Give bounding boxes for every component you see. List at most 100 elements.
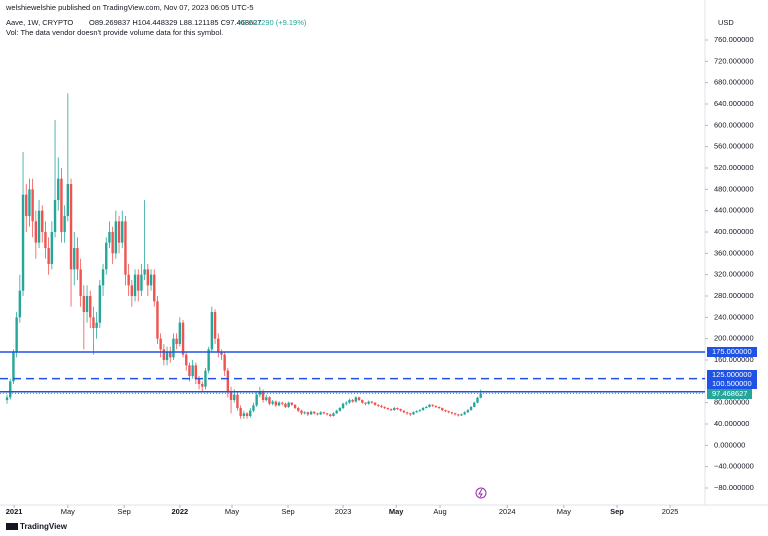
candle-body <box>396 408 399 410</box>
y-tick-label: 280.000000 <box>714 291 754 300</box>
candle-body <box>281 402 284 404</box>
y-tick-label: 360.000000 <box>714 248 754 257</box>
candle-body <box>313 411 316 414</box>
candle-body <box>44 232 47 248</box>
volume-note: Vol: The data vendor doesn't provide vol… <box>6 28 223 37</box>
x-tick-label: May <box>389 507 404 516</box>
candle-body <box>239 408 242 416</box>
candle-body <box>252 405 255 411</box>
candle-body <box>284 403 287 407</box>
candle-body <box>210 312 214 350</box>
y-tick-label: 320.000000 <box>714 270 754 279</box>
candle-body <box>217 338 220 352</box>
candle-body <box>297 408 300 411</box>
level-label: 125.000000 <box>712 370 752 379</box>
candle-body <box>85 296 89 312</box>
candle-body <box>223 354 226 371</box>
change: +8.201290 (+9.19%) <box>238 18 307 27</box>
candle-body <box>95 322 98 328</box>
candle-body <box>444 410 447 412</box>
candle-body <box>332 413 335 416</box>
candle-body <box>149 274 153 286</box>
candle-body <box>300 410 303 414</box>
candle-body <box>21 194 25 291</box>
candle-body <box>329 414 332 416</box>
candle-body <box>255 394 258 406</box>
candle-body <box>412 412 415 415</box>
candle-body <box>303 412 306 414</box>
candle-body <box>441 408 444 411</box>
candle-body <box>361 400 364 403</box>
y-tick-label: 40.000000 <box>714 419 749 428</box>
candle-body <box>268 397 271 404</box>
candle-body <box>114 221 118 254</box>
y-tick-label: 640.000000 <box>714 99 754 108</box>
candle-body <box>265 397 268 400</box>
candle-body <box>66 184 70 216</box>
candle-body <box>236 394 239 408</box>
candle-body <box>357 397 361 400</box>
candle-body <box>249 410 252 416</box>
candle-body <box>370 401 374 403</box>
y-tick-label: 200.000000 <box>714 334 754 343</box>
candle-body <box>377 404 380 406</box>
y-tick-label: 400.000000 <box>714 227 754 236</box>
candle-body <box>117 221 121 243</box>
y-tick-label: 0.000000 <box>714 440 745 449</box>
candle-body <box>156 301 159 339</box>
level-label: 175.000000 <box>712 347 752 356</box>
x-tick-label: Sep <box>117 507 130 516</box>
candle-body <box>9 381 12 398</box>
y-tick-label: 680.000000 <box>714 78 754 87</box>
candle-body <box>242 413 246 416</box>
y-tick-label: 560.000000 <box>714 142 754 151</box>
event-icon[interactable] <box>475 487 487 499</box>
candle-body <box>335 410 338 414</box>
publisher: welshiewelshie published on TradingView.… <box>5 3 254 12</box>
candle-body <box>63 216 66 232</box>
candle-body <box>351 400 354 402</box>
candle-body <box>453 413 457 415</box>
candle-body <box>133 274 137 296</box>
candle-body <box>457 414 460 416</box>
candle-body <box>28 189 31 216</box>
candle-body <box>229 392 233 400</box>
candle-body <box>460 414 463 416</box>
candle-body <box>479 393 482 398</box>
candle-body <box>389 409 393 411</box>
candle-body <box>293 404 297 408</box>
candle-body <box>274 401 278 406</box>
candle-body <box>60 178 63 232</box>
candle-body <box>197 378 201 384</box>
candle-body <box>220 352 223 355</box>
candle-body <box>319 412 322 415</box>
candle-body <box>146 269 150 286</box>
level-label-box <box>707 347 757 357</box>
candle-body <box>287 402 290 407</box>
x-tick-label: May <box>557 507 571 516</box>
candle-body <box>348 400 351 403</box>
y-tick-label: 720.000000 <box>714 56 754 65</box>
candle-body <box>108 232 111 243</box>
candle-body <box>159 338 162 350</box>
candle-body <box>245 413 249 416</box>
last-price-box <box>707 389 752 399</box>
candle-body <box>175 338 178 344</box>
candle-body <box>34 221 38 243</box>
candle-body <box>316 413 319 415</box>
candle-body <box>50 232 54 264</box>
candle-body <box>121 221 124 243</box>
candle-body <box>191 365 194 376</box>
candle-body <box>162 349 166 360</box>
y-tick-label: −40.000000 <box>714 462 754 471</box>
candle-body <box>25 194 28 216</box>
y-tick-label: 160.000000 <box>714 355 754 364</box>
candle-body <box>428 404 431 407</box>
candle-body <box>76 248 79 270</box>
candle-body <box>89 296 92 318</box>
candle-body <box>12 352 15 382</box>
candle-body <box>178 322 182 344</box>
candle-body <box>92 317 95 328</box>
candle-body <box>261 392 265 400</box>
